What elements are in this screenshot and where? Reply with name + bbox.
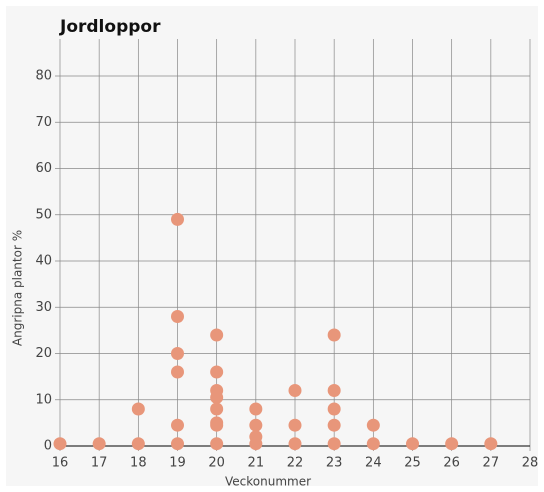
y-tick-label: 30 xyxy=(35,300,52,315)
point xyxy=(171,418,184,432)
y-axis-label: Angripna plantor % xyxy=(11,230,25,346)
y-tick-label: 60 xyxy=(35,161,52,176)
point xyxy=(327,418,341,432)
x-tick-label: 19 xyxy=(169,456,186,471)
point xyxy=(249,418,263,432)
point xyxy=(210,416,224,430)
x-tick-label: 16 xyxy=(52,456,69,471)
x-tick-label: 18 xyxy=(130,456,147,471)
point xyxy=(366,437,380,451)
x-tick-label: 28 xyxy=(522,456,539,471)
x-tick-label: 24 xyxy=(365,456,382,471)
x-tick-label: 26 xyxy=(443,456,460,471)
x-tick-label: 27 xyxy=(483,456,500,471)
point xyxy=(131,437,145,451)
point xyxy=(210,402,224,416)
point xyxy=(327,328,341,342)
point xyxy=(327,402,341,416)
point xyxy=(327,437,341,451)
point xyxy=(406,437,419,451)
y-tick-label: 70 xyxy=(35,115,52,130)
point xyxy=(210,437,224,451)
point xyxy=(288,384,302,397)
point xyxy=(210,328,224,342)
point xyxy=(171,437,184,451)
point xyxy=(484,437,498,451)
chart-title: Jordloppor xyxy=(59,17,161,37)
y-tick-label: 50 xyxy=(35,207,52,222)
point xyxy=(171,347,184,360)
point xyxy=(171,310,184,323)
point xyxy=(131,402,145,416)
x-tick-label: 20 xyxy=(208,456,225,471)
y-tick-label: 20 xyxy=(35,346,52,361)
point xyxy=(92,437,106,451)
point xyxy=(249,402,263,416)
point xyxy=(171,212,184,226)
point xyxy=(288,418,302,432)
point xyxy=(445,437,459,451)
x-tick-label: 21 xyxy=(248,456,265,471)
point xyxy=(327,384,341,397)
point xyxy=(210,365,224,379)
point xyxy=(53,437,67,451)
point xyxy=(210,384,224,397)
x-tick-label: 17 xyxy=(91,456,108,471)
y-tick-label: 10 xyxy=(35,392,52,407)
point xyxy=(288,437,302,451)
y-tick-label: 80 xyxy=(35,69,52,84)
x-tick-label: 25 xyxy=(404,456,421,471)
x-tick-label: 23 xyxy=(326,456,343,471)
point xyxy=(249,430,263,444)
y-tick-label: 0 xyxy=(44,439,52,454)
panel xyxy=(6,6,538,486)
y-tick-label: 40 xyxy=(35,254,52,269)
point xyxy=(366,418,380,432)
x-tick-label: 22 xyxy=(287,456,304,471)
point xyxy=(171,365,184,379)
x-axis-label: Veckonummer xyxy=(225,475,311,489)
